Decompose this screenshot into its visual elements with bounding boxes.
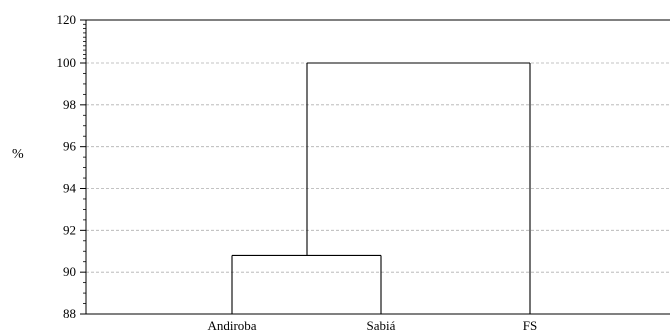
leaf-label-andiroba: Andiroba bbox=[207, 318, 256, 333]
y-tick-label: 100 bbox=[57, 55, 77, 70]
y-axis-label: % bbox=[12, 147, 24, 162]
y-tick-label: 88 bbox=[63, 306, 76, 321]
y-tick-label: 98 bbox=[63, 97, 76, 112]
leaf-labels: Andiroba Sabiá FS bbox=[207, 318, 537, 333]
y-tick-label: 90 bbox=[63, 264, 76, 279]
y-tick-label: 92 bbox=[63, 222, 76, 237]
grid-lines bbox=[86, 19, 670, 273]
dendrogram-links bbox=[231, 62, 531, 314]
y-ticks: 88 90 92 94 96 98 100 120 bbox=[57, 12, 86, 321]
leaf-label-sabi-: Sabiá bbox=[367, 318, 396, 333]
y-tick-label: 120 bbox=[57, 12, 77, 27]
leaf-label-fs: FS bbox=[523, 318, 537, 333]
y-tick-label: 94 bbox=[63, 181, 77, 196]
y-tick-label: 96 bbox=[63, 139, 77, 154]
axes bbox=[85, 19, 670, 315]
